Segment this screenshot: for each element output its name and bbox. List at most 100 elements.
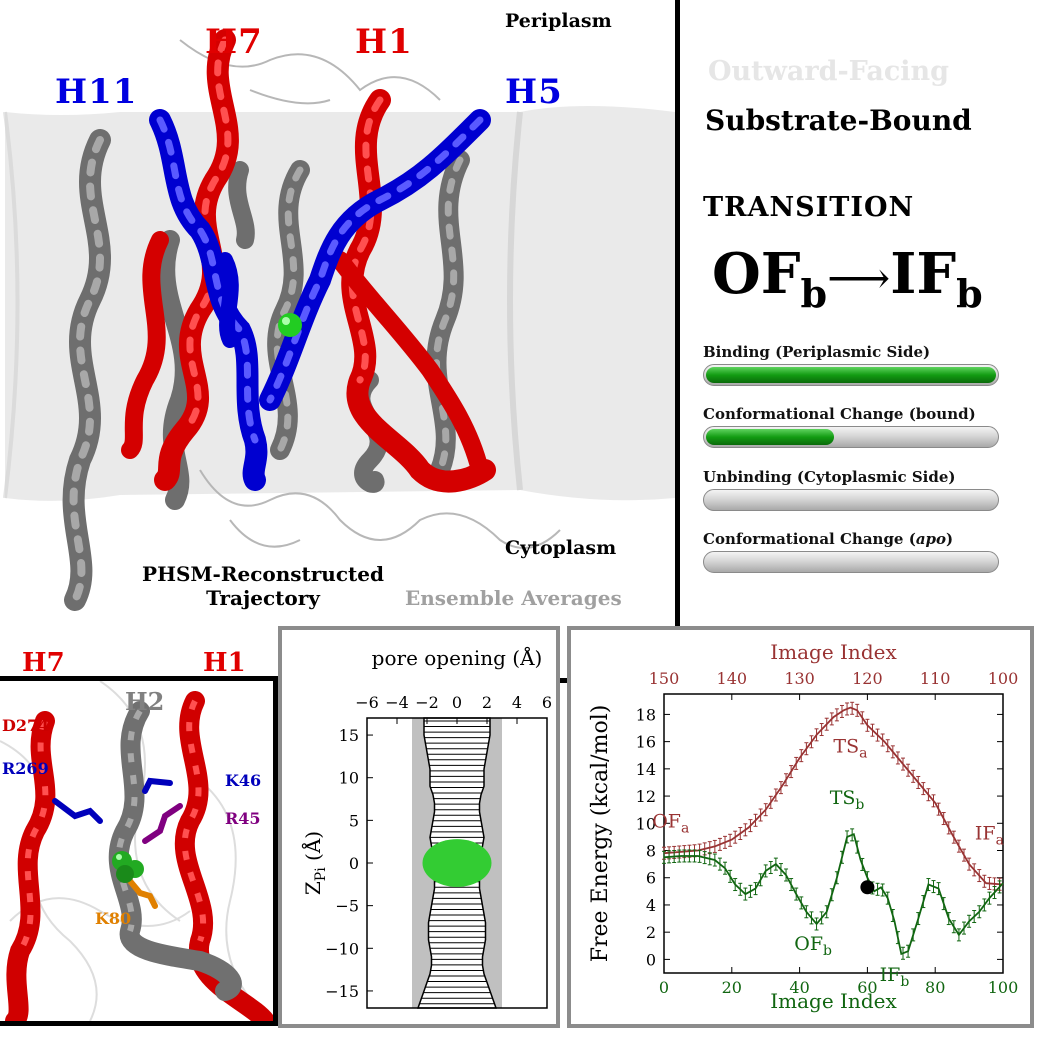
fe-series-line-a (663, 706, 1004, 886)
pore-ytick-label: −10 (325, 939, 359, 958)
zoom-label-h2: H2 (125, 687, 165, 716)
substrate-sphere (278, 313, 302, 337)
residue-label-d274: D274 (2, 716, 50, 735)
zoom-rendering (0, 681, 273, 1021)
residue-label-r45: R45 (225, 809, 261, 828)
progress-label-conformational-apo: Conformational Change (apo) (703, 530, 953, 548)
fe-xtick-top-label: 130 (784, 669, 815, 688)
blue-helices (149, 109, 491, 491)
fe-xtick-bottom-label: 80 (925, 978, 945, 997)
pore-ytick-label: 15 (339, 726, 359, 745)
fe-annotation-tsa: TSa (833, 736, 867, 762)
fe-series-line-b (663, 832, 1004, 956)
progress-bar-unbinding (703, 489, 999, 511)
fe-bottom-xlabel: Image Index (770, 989, 897, 1013)
fe-xtick-bottom-label: 0 (659, 978, 669, 997)
pore-ytick-label: 10 (339, 769, 359, 788)
zoom-label-h1: H1 (203, 648, 246, 678)
progress-fill-binding (706, 367, 996, 383)
fe-xtick-top-label: 110 (920, 669, 951, 688)
fe-ytick-label: 2 (646, 923, 656, 942)
fe-annotation-ofa: OFa (652, 810, 689, 836)
fe-xtick-top-label: 140 (717, 669, 748, 688)
outward-facing-label: Outward-Facing (708, 56, 950, 87)
pore-chart: pore opening (Å) −6 −4 −2 0 2 4 6 15 10 5 0 −5 −10 −15… (300, 645, 552, 1009)
transition-label: TRANSITION (703, 192, 915, 223)
residue-r269-stick (52, 798, 103, 824)
formula-left-sub: b (800, 271, 828, 316)
formula-left: OF (712, 241, 801, 307)
fe-ytick-label: 6 (646, 869, 656, 888)
pore-xtick-label: 2 (482, 693, 492, 712)
fe-annotation-tsb: TSb (830, 787, 865, 813)
fe-ytick-label: 4 (646, 896, 656, 915)
cytoplasm-label: Cytoplasm (505, 537, 617, 559)
pore-xtick-label: 4 (512, 693, 522, 712)
trajectory-label-line2: Trajectory (206, 586, 320, 610)
fe-xtick-top-label: 120 (852, 669, 883, 688)
zoom-labels-top: H7 H1 (0, 644, 275, 680)
progress-bar-binding (703, 364, 999, 386)
residue-label-k46: K46 (225, 771, 262, 790)
pore-ylabel: ZPi (Å) (300, 831, 329, 895)
fe-ytick-label: 16 (636, 733, 656, 752)
helix-label-h1: H1 (355, 22, 413, 62)
fe-ytick-label: 10 (636, 814, 656, 833)
fe-annotation-ofb: OFb (794, 933, 832, 959)
pore-chart-panel: pore opening (Å) −6 −4 −2 0 2 4 6 15 10 5 0 −5 −10 −15… (278, 626, 560, 1028)
progress-label-unbinding: Unbinding (Cytoplasmic Side) (703, 468, 956, 486)
membrane-slab (5, 106, 675, 501)
zoom-label-h7: H7 (22, 648, 65, 678)
fe-ytick-label: 18 (636, 705, 656, 724)
pore-xtick-label: −2 (415, 693, 439, 712)
fe-ytick-label: 0 (646, 950, 656, 969)
fe-annotation-ifa: IFa (975, 823, 1004, 849)
substrate-bound-label: Substrate-Bound (705, 104, 972, 137)
helix-label-h7: H7 (205, 22, 263, 62)
energy-chart-panel: Image Index Image Index 0 150 20 140 40 130 60 12… (567, 626, 1034, 1028)
trajectory-label-line1: PHSM-Reconstructed (142, 562, 384, 586)
progress-bar-conformational-bound (703, 426, 999, 448)
pore-xtick-label: −4 (385, 693, 409, 712)
fe-ytick-label: 12 (636, 787, 656, 806)
fe-top-xlabel: Image Index (770, 640, 897, 664)
fe-ytick-label: 14 (636, 760, 656, 779)
pore-xtick-label: 0 (452, 693, 462, 712)
progress-label-binding: Binding (Periplasmic Side) (703, 343, 931, 361)
residue-k80-stick (127, 878, 158, 909)
zoom-substrate (112, 851, 144, 883)
pore-ytick-label: −5 (335, 897, 359, 916)
fe-xtick-bottom-label: 100 (988, 978, 1019, 997)
pore-xtick-label: 6 (542, 693, 552, 712)
residue-k46-stick (142, 777, 173, 794)
fe-annotation-ifb: IFb (880, 964, 910, 990)
fe-current-marker (860, 880, 875, 895)
trajectory-label: PHSM-Reconstructed Trajectory (128, 562, 398, 610)
residue-label-k80: K80 (95, 909, 132, 928)
progress-label-conformational-bound: Conformational Change (bound) (703, 405, 976, 423)
pore-ytick-label: −15 (325, 982, 359, 1001)
fe-frame (663, 693, 1004, 974)
progress-label-apo-main: Conformational Change ( (703, 530, 916, 548)
formula-right: IF (890, 241, 957, 307)
ensemble-averages-label: Ensemble Averages (405, 586, 622, 610)
zoom-panel: H2 D274 R269 K46 R45 K80 (0, 676, 278, 1026)
formula-arrow-icon: ⟶ (827, 253, 891, 304)
progress-bar-conformational-apo (703, 551, 999, 573)
fe-xtick-bottom-label: 20 (722, 978, 742, 997)
membrane-protein-rendering (3, 29, 675, 611)
pore-ytick-label: 5 (349, 811, 359, 830)
progress-fill-conformational-bound (706, 429, 835, 445)
residue-r45-stick (142, 803, 183, 844)
red-helices (121, 29, 496, 493)
pore-chart-title: pore opening (Å) (372, 645, 543, 670)
periplasm-label: Periplasm (505, 10, 612, 32)
progress-label-apo-end: ) (946, 530, 954, 548)
helix-label-h5: H5 (505, 72, 563, 112)
pore-ytick-label: 0 (349, 854, 359, 873)
helix-label-h11: H11 (55, 72, 138, 112)
pore-substrate (422, 839, 492, 887)
fe-xtick-top-label: 150 (649, 669, 680, 688)
fe-ytick-label: 8 (646, 842, 656, 861)
